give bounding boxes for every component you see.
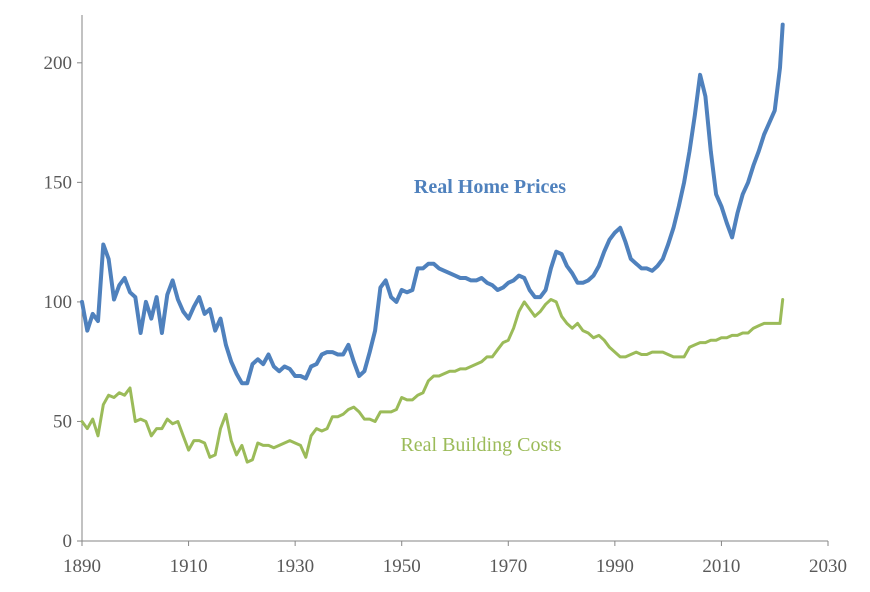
x-tick-label: 1930 <box>276 556 314 577</box>
y-tick-label: 50 <box>53 411 72 432</box>
y-tick-label: 150 <box>44 172 73 193</box>
series-line-real-home-prices <box>80 22 785 386</box>
y-tick-label: 100 <box>44 292 73 313</box>
x-axis: 1890 1910 1930 1950 1970 1990 2010 2030 <box>63 540 847 577</box>
x-tick-label: 1970 <box>489 556 527 577</box>
series-label: Real Home Prices <box>414 176 566 198</box>
y-tick-label: 0 <box>63 531 73 552</box>
x-tick-label: 2030 <box>809 556 847 577</box>
x-tick-label: 1950 <box>383 556 421 577</box>
x-tick-label: 1890 <box>63 556 101 577</box>
series-line-real-building-costs <box>80 298 785 464</box>
y-tick-label: 200 <box>44 53 73 74</box>
series-label: Real Building Costs <box>400 434 561 456</box>
y-axis: 0 50 100 150 200 <box>44 15 83 552</box>
x-tick-label: 1990 <box>596 556 634 577</box>
x-tick-label: 2010 <box>702 556 740 577</box>
x-tick-label: 1910 <box>170 556 208 577</box>
plot-area: Real Home Prices Real Building Costs <box>80 22 785 464</box>
